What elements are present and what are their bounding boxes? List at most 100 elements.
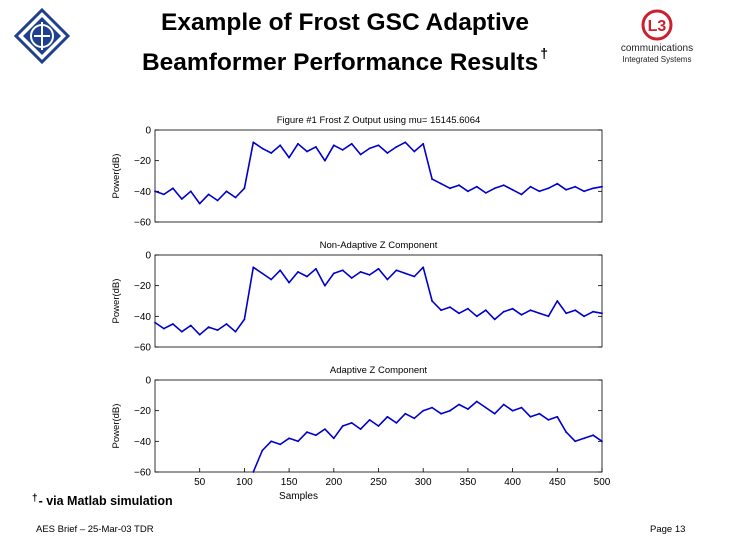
plot-1-data-point <box>467 190 469 193</box>
logo-line-2: Integrated Systems <box>623 55 692 64</box>
plot-1-data-point <box>252 141 255 144</box>
plot-2-data-point <box>243 318 246 321</box>
plot-2-data-point <box>475 315 478 318</box>
plot-3-data-point <box>315 434 317 437</box>
plot-1-data-point <box>386 152 389 154</box>
plot-1-data-point <box>368 147 371 150</box>
plot-3-data-point <box>475 400 478 403</box>
plot-2-data-point <box>332 272 335 275</box>
plot-1-data-point <box>556 182 559 185</box>
plot-3-data-point <box>306 431 308 433</box>
plot-3-data-point <box>279 443 282 446</box>
plot-1-data-point <box>180 198 183 200</box>
plot-2-frame <box>154 254 603 348</box>
plot-1-data-point <box>538 190 541 193</box>
plot-1-data-point <box>216 199 219 202</box>
plot-3-data-point <box>324 428 326 430</box>
plot-1-data-point <box>297 142 299 145</box>
plot-1-data-point <box>440 182 442 185</box>
plot-2-data-point <box>538 312 541 315</box>
plot-3-xtick-label: 100 <box>236 477 253 488</box>
plot-2-data-point <box>297 271 299 273</box>
logo-line-1: communications <box>621 43 693 54</box>
plot-3-xlabel: Samples <box>279 491 318 502</box>
plot-3-data-point <box>601 440 603 443</box>
plot-1-data-point <box>484 192 487 194</box>
plot-1-data-point <box>198 202 201 205</box>
plot-3-ytick-label: 0 <box>145 376 151 387</box>
plot-1-data-point <box>574 185 577 188</box>
plot-3-xtick-label: 150 <box>281 477 298 488</box>
plot-2-data-point <box>574 309 577 312</box>
plot-3-data-point <box>368 419 371 421</box>
plot-2-data-point <box>288 281 290 284</box>
plot-1-data-point <box>449 187 451 190</box>
footer-brief-label: AES Brief – 25-Mar-03 TDR <box>36 524 154 535</box>
plot-1-ytick-label: −60 <box>134 218 151 229</box>
plot-1-data-point <box>404 141 407 144</box>
plot-2-data-point <box>413 275 416 278</box>
plot-1-title: Figure #1 Frost Z Output using mu= 15145… <box>277 115 481 126</box>
plot-3-series-line <box>252 400 603 473</box>
plot-3-data-point <box>547 419 550 421</box>
plot-3-data-point <box>529 415 532 418</box>
plot-2-data-point <box>502 310 505 313</box>
plot-2-data-point <box>270 278 273 281</box>
plot-1-data-point <box>520 193 523 196</box>
plot-3-data-point <box>422 409 425 412</box>
plot-1-data-point <box>270 152 273 154</box>
plot-1-data-point <box>225 190 228 193</box>
plot-3-data-point <box>556 415 559 418</box>
plot-1-data-point <box>324 159 326 162</box>
plot-1-data-point <box>350 142 353 145</box>
plot-1-data-point <box>583 190 585 193</box>
plot-3-xtick-label: 50 <box>194 477 206 488</box>
plot-2-ylabel: Power(dB) <box>111 279 122 324</box>
plot-2-ytick-label: −40 <box>134 312 151 323</box>
plot-2-ytick-label: 0 <box>145 251 151 262</box>
plot-1-data-point <box>261 147 264 150</box>
title-line-1: Example of Frost GSC Adaptive <box>160 9 530 36</box>
plot-3-data-point <box>288 437 290 440</box>
title-line-2: Beamformer Performance Results † <box>95 38 595 78</box>
plot-2-data-point <box>556 300 559 302</box>
plot-2-data-point <box>341 269 344 272</box>
plot-2-data-point <box>234 330 237 333</box>
footnote: †- via Matlab simulation <box>32 493 173 508</box>
plot-1-data-point <box>458 184 460 187</box>
plot-3-data-point <box>261 449 264 452</box>
plot-3-xtick-label: 350 <box>460 477 477 488</box>
l3-communications-logo: L3 communications Integrated Systems <box>621 9 693 64</box>
plot-3-data-point <box>467 408 469 410</box>
plot-2-ytick-label: −60 <box>134 343 151 354</box>
plot-3-xtick-label: 200 <box>325 477 342 488</box>
plot-2-data-point <box>511 307 514 310</box>
plot-2-data-point <box>404 272 407 275</box>
plot-1-data-point <box>315 146 317 148</box>
plot-2-data-point <box>583 315 585 318</box>
plot-1-data-point <box>502 184 505 187</box>
plot-1-data-point <box>189 190 192 193</box>
plot-1-data-point <box>565 188 568 191</box>
plot-2-data-point <box>386 278 389 281</box>
plot-3-data-point <box>592 434 594 437</box>
plot-2-data-point <box>592 310 594 313</box>
plot-2-data-point <box>324 284 326 287</box>
plot-2-data-point <box>261 272 264 275</box>
plot-3-data-point <box>359 428 362 430</box>
plot-2-data-point <box>306 275 308 278</box>
plot-3-data-point <box>574 440 577 443</box>
plot-2-data-point <box>163 327 165 330</box>
plot-1-data-point <box>529 185 532 188</box>
plot-3-data-point <box>440 412 442 415</box>
plot-2-data-point <box>440 309 442 312</box>
plot-2-data-point <box>189 324 192 327</box>
plot-2-data-point <box>431 300 433 302</box>
plot-3-title: Adaptive Z Component <box>330 365 428 376</box>
plot-1-data-point <box>547 187 550 190</box>
plot-3-data-point <box>458 403 460 406</box>
plot-3-ytick-label: −60 <box>134 468 151 479</box>
plot-1-frame <box>154 129 603 223</box>
plot-1-data-point <box>234 196 237 199</box>
